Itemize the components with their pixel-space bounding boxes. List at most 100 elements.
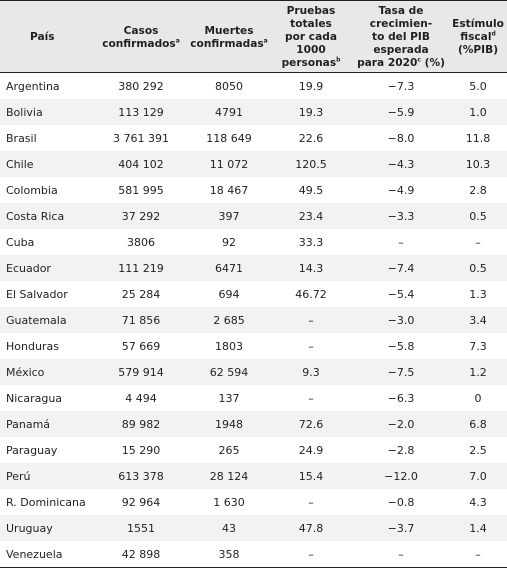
cell-casos: 404 102 [93, 151, 189, 177]
table-row: Guatemala 71 856 2 685– −3.0 3.4 [0, 307, 507, 333]
table-row: Costa Rica 37 292 397 23.4 −3.3 0.5 [0, 203, 507, 229]
cell-tasa: −5.9 [353, 99, 449, 125]
cell-tasa: −12.0 [353, 463, 449, 489]
cell-pais: Panamá [0, 411, 93, 437]
cell-pruebas: 23.4 [269, 203, 353, 229]
cell-tasa: −4.9 [387, 183, 415, 197]
table-row: Nicaragua 4 494 137 – −6.3 0 [0, 385, 507, 411]
table-row: Panamá 89 982 1948 72.6 −2.0 6.8 [0, 411, 507, 437]
table-row: Perú 613 378 28 124 15.4 −12.0 7.0 [0, 463, 507, 489]
cell-pruebas: 19.3 [269, 99, 353, 125]
cell-tasa: −5.4 [387, 287, 415, 301]
cell-pruebas: 72.6 [269, 411, 353, 437]
cell-casos: 15 290 [121, 443, 161, 457]
cell-casos: 71 856 [93, 307, 189, 333]
cell-pais: Argentina [6, 79, 60, 93]
cell-tasa: −7.5 [353, 359, 449, 385]
cell-estimulo: 1.2 [449, 359, 507, 385]
cell-estimulo: – [475, 235, 481, 249]
cell-tasa: −3.0 [353, 307, 449, 333]
header-estimulo: Estímulo fiscald (%PIB) [449, 1, 507, 73]
header-muertes: Muertes confirmadasa [189, 1, 269, 73]
table-row: Bolivia 113 129 4791 19.3 −5.9 1.0 [0, 99, 507, 125]
cell-casos: 579 914 [93, 359, 189, 385]
cell-pruebas: 15.4 [269, 463, 353, 489]
cell-pruebas: 9.3 [269, 359, 353, 385]
cell-pruebas: – [308, 391, 314, 405]
table-row: El Salvador 25 284 694 46.72 −5.4 1.3 [0, 281, 507, 307]
cell-tasa: −2.0 [353, 411, 449, 437]
table-row: Chile 404 102 11 072 120.5 −4.3 10.3 [0, 151, 507, 177]
cell-pruebas: 46.72 [295, 287, 327, 301]
cell-tasa: −0.8 [387, 495, 415, 509]
cell-muertes: 265 [218, 443, 240, 457]
cell-tasa: – [353, 541, 449, 568]
cell-muertes: 1 630 [213, 495, 245, 509]
cell-muertes: 1948 [189, 411, 269, 437]
cell-estimulo: 0.5 [449, 203, 507, 229]
cell-casos: 581 995 [118, 183, 164, 197]
cell-pais: Ecuador [0, 255, 93, 281]
cell-pruebas: – [269, 541, 353, 568]
cell-pais: Honduras [6, 339, 59, 353]
cell-estimulo: – [449, 541, 507, 568]
cell-pais: R. Dominicana [6, 495, 86, 509]
cell-muertes: 11 072 [189, 151, 269, 177]
cell-muertes: 397 [189, 203, 269, 229]
cell-estimulo: 2.5 [469, 443, 487, 457]
cell-pruebas: 47.8 [269, 515, 353, 541]
table-header: País Casos confirmadosa Muertes confirma… [0, 0, 507, 73]
cell-pruebas: 19.9 [298, 79, 324, 93]
cell-pais: Cuba [6, 235, 35, 249]
header-tasa: Tasa de crecimien- to del PIB esperada p… [353, 1, 449, 73]
cell-pais: Nicaragua [6, 391, 63, 405]
table-row: R. Dominicana 92 964 1 630 – −0.8 4.3 [0, 489, 507, 515]
cell-casos: 42 898 [93, 541, 189, 568]
cell-pais: Perú [0, 463, 93, 489]
table-body: Argentina 380 292 8050 19.9 −7.3 5.0 Bolivia 11… [0, 73, 507, 568]
cell-pruebas: 14.3 [269, 255, 353, 281]
cell-tasa: – [398, 235, 404, 249]
cell-pais: México [0, 359, 93, 385]
cell-pais: Brasil [6, 131, 37, 145]
cell-muertes: 43 [189, 515, 269, 541]
table-row: México 579 914 62 594 9.3 −7.5 1.2 [0, 359, 507, 385]
cell-casos: 25 284 [121, 287, 161, 301]
cell-pais: El Salvador [6, 287, 68, 301]
cell-casos: 113 129 [93, 99, 189, 125]
cell-estimulo: 4.3 [469, 495, 487, 509]
cell-pruebas: – [308, 495, 314, 509]
cell-muertes: 1803 [215, 339, 243, 353]
cell-estimulo: 6.8 [449, 411, 507, 437]
cell-pais: Paraguay [6, 443, 58, 457]
cell-muertes: 137 [218, 391, 240, 405]
cell-casos: 1551 [93, 515, 189, 541]
table-row: Ecuador 111 219 6471 14.3 −7.4 0.5 [0, 255, 507, 281]
cell-pais: Venezuela [0, 541, 93, 568]
cell-pruebas: – [269, 307, 353, 333]
table-row: Argentina 380 292 8050 19.9 −7.3 5.0 [0, 73, 507, 100]
cell-estimulo: 10.3 [449, 151, 507, 177]
cell-estimulo: 1.4 [449, 515, 507, 541]
cell-casos: 92 964 [121, 495, 161, 509]
cell-muertes: 6471 [189, 255, 269, 281]
table-row: Brasil 3 761 391 118 649 22.6 −8.0 11.8 [0, 125, 507, 151]
cell-muertes: 28 124 [189, 463, 269, 489]
cell-tasa: −7.4 [353, 255, 449, 281]
cell-tasa: −8.0 [387, 131, 415, 145]
cell-pais: Uruguay [0, 515, 93, 541]
cell-casos: 37 292 [93, 203, 189, 229]
cell-tasa: −6.3 [387, 391, 415, 405]
cell-casos: 57 669 [121, 339, 161, 353]
cell-pruebas: 33.3 [298, 235, 324, 249]
cell-casos: 3806 [127, 235, 155, 249]
cell-tasa: −3.3 [353, 203, 449, 229]
cell-casos: 111 219 [93, 255, 189, 281]
cell-pais: Colombia [6, 183, 58, 197]
cell-casos: 613 378 [93, 463, 189, 489]
cell-muertes: 8050 [215, 79, 243, 93]
cell-casos: 380 292 [118, 79, 164, 93]
cell-tasa: −3.7 [353, 515, 449, 541]
cell-muertes: 62 594 [189, 359, 269, 385]
